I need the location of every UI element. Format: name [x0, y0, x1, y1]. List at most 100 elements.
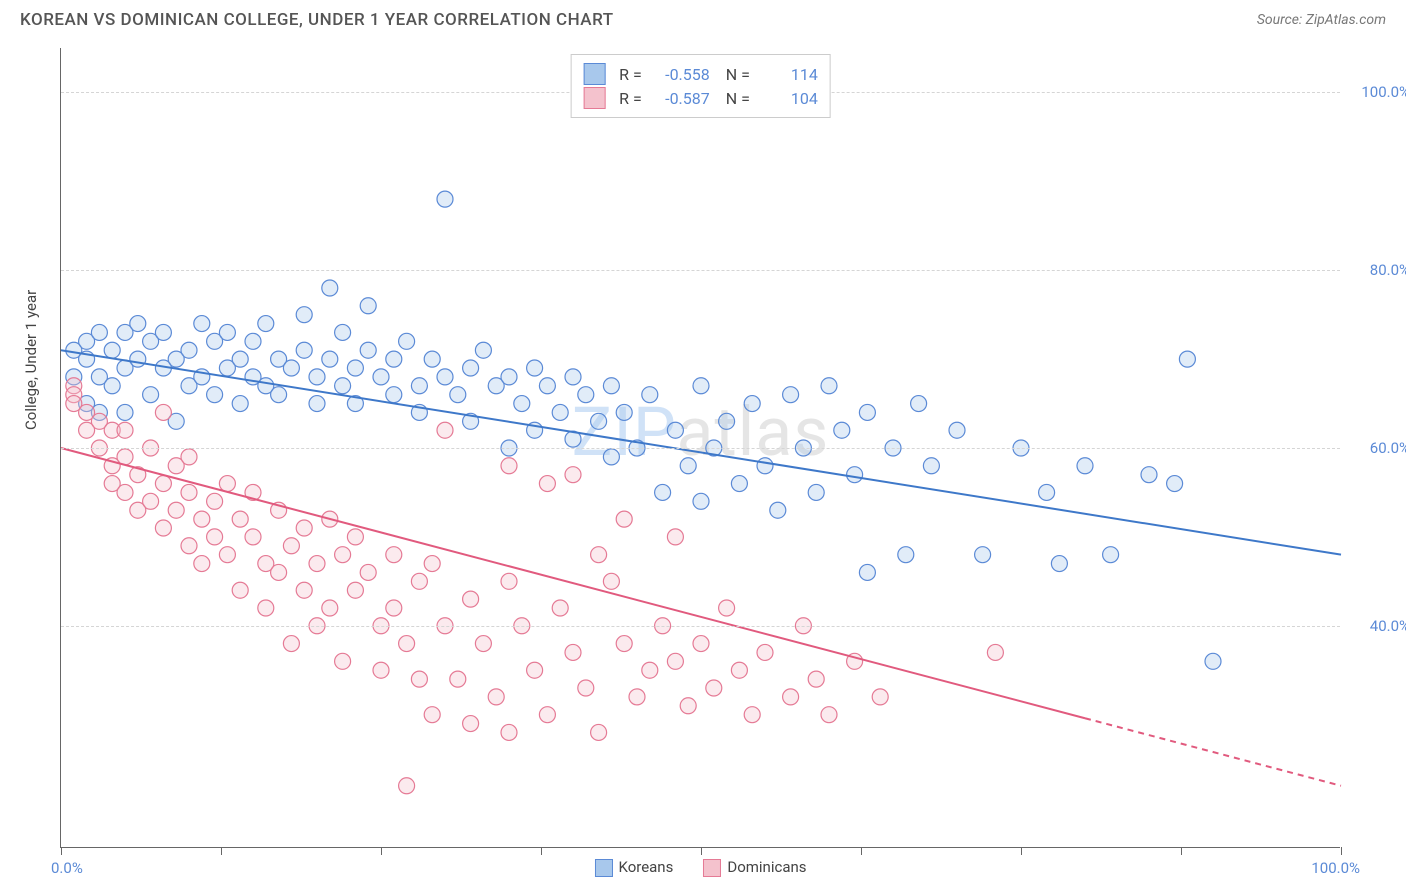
- data-point: [591, 413, 607, 429]
- data-point: [898, 547, 914, 563]
- data-point: [245, 529, 261, 545]
- y-tick-label: 100.0%: [1361, 83, 1406, 101]
- data-point: [130, 351, 146, 367]
- chart-title: KOREAN VS DOMINICAN COLLEGE, UNDER 1 YEA…: [20, 10, 614, 30]
- data-point: [424, 556, 440, 572]
- x-tick: [701, 847, 702, 855]
- correlation-legend: R = -0.558 N = 114 R = -0.587 N = 104: [570, 54, 831, 118]
- data-point: [1205, 653, 1221, 669]
- data-point: [245, 333, 261, 349]
- data-point: [616, 404, 632, 420]
- data-point: [859, 564, 875, 580]
- data-point: [271, 387, 287, 403]
- data-point: [475, 342, 491, 358]
- data-point: [399, 333, 415, 349]
- data-point: [411, 671, 427, 687]
- legend-row-koreans: R = -0.558 N = 114: [583, 63, 818, 85]
- data-point: [424, 351, 440, 367]
- data-point: [757, 644, 773, 660]
- data-point: [463, 591, 479, 607]
- x-tick: [1181, 847, 1182, 855]
- data-point: [757, 458, 773, 474]
- data-point: [923, 458, 939, 474]
- data-point: [322, 280, 338, 296]
- data-point: [834, 422, 850, 438]
- data-point: [258, 316, 274, 332]
- data-point: [539, 378, 555, 394]
- data-point: [424, 707, 440, 723]
- data-point: [667, 653, 683, 669]
- y-tick-label: 80.0%: [1370, 261, 1406, 279]
- data-point: [1141, 467, 1157, 483]
- data-point: [232, 511, 248, 527]
- data-point: [283, 636, 299, 652]
- data-point: [437, 191, 453, 207]
- data-point: [616, 636, 632, 652]
- data-point: [386, 387, 402, 403]
- data-point: [386, 547, 402, 563]
- data-point: [104, 342, 120, 358]
- data-point: [347, 582, 363, 598]
- data-point: [219, 476, 235, 492]
- data-point: [872, 689, 888, 705]
- data-point: [130, 316, 146, 332]
- data-point: [309, 556, 325, 572]
- x-max-label: 100.0%: [1311, 859, 1360, 877]
- data-point: [565, 369, 581, 385]
- data-point: [104, 378, 120, 394]
- data-point: [258, 600, 274, 616]
- data-point: [271, 564, 287, 580]
- data-point: [911, 396, 927, 412]
- data-point: [219, 547, 235, 563]
- x-tick: [381, 847, 382, 855]
- data-point: [744, 396, 760, 412]
- chart-area: ZIPatlas R = -0.558 N = 114 R = -0.587 N…: [60, 48, 1340, 848]
- data-point: [475, 636, 491, 652]
- data-point: [501, 458, 517, 474]
- data-point: [360, 342, 376, 358]
- data-point: [693, 493, 709, 509]
- data-point: [603, 378, 619, 394]
- data-point: [322, 351, 338, 367]
- data-point: [642, 387, 658, 403]
- data-point: [296, 342, 312, 358]
- data-point: [450, 671, 466, 687]
- data-point: [411, 378, 427, 394]
- data-point: [181, 449, 197, 465]
- data-point: [501, 369, 517, 385]
- data-point: [808, 484, 824, 500]
- bottom-legend: Koreans Dominicans: [594, 858, 806, 877]
- data-point: [181, 484, 197, 500]
- data-point: [783, 387, 799, 403]
- legend-label: Dominicans: [727, 858, 806, 876]
- data-point: [450, 387, 466, 403]
- legend-item: Koreans: [594, 858, 673, 877]
- data-point: [335, 378, 351, 394]
- x-tick: [61, 847, 62, 855]
- header: KOREAN VS DOMINICAN COLLEGE, UNDER 1 YEA…: [20, 10, 1386, 30]
- data-point: [335, 547, 351, 563]
- data-point: [655, 484, 671, 500]
- data-point: [143, 387, 159, 403]
- data-point: [539, 476, 555, 492]
- data-point: [373, 369, 389, 385]
- data-point: [603, 449, 619, 465]
- data-point: [770, 502, 786, 518]
- data-point: [168, 502, 184, 518]
- data-point: [296, 307, 312, 323]
- x-min-label: 0.0%: [51, 859, 83, 877]
- data-point: [399, 636, 415, 652]
- data-point: [283, 538, 299, 554]
- data-point: [642, 662, 658, 678]
- y-tick-label: 60.0%: [1370, 439, 1406, 457]
- data-point: [744, 707, 760, 723]
- legend-swatch: [594, 859, 612, 877]
- data-point: [783, 689, 799, 705]
- data-point: [565, 644, 581, 660]
- data-point: [309, 369, 325, 385]
- data-point: [155, 324, 171, 340]
- data-point: [821, 707, 837, 723]
- data-point: [232, 582, 248, 598]
- data-point: [360, 298, 376, 314]
- legend-swatch: [703, 859, 721, 877]
